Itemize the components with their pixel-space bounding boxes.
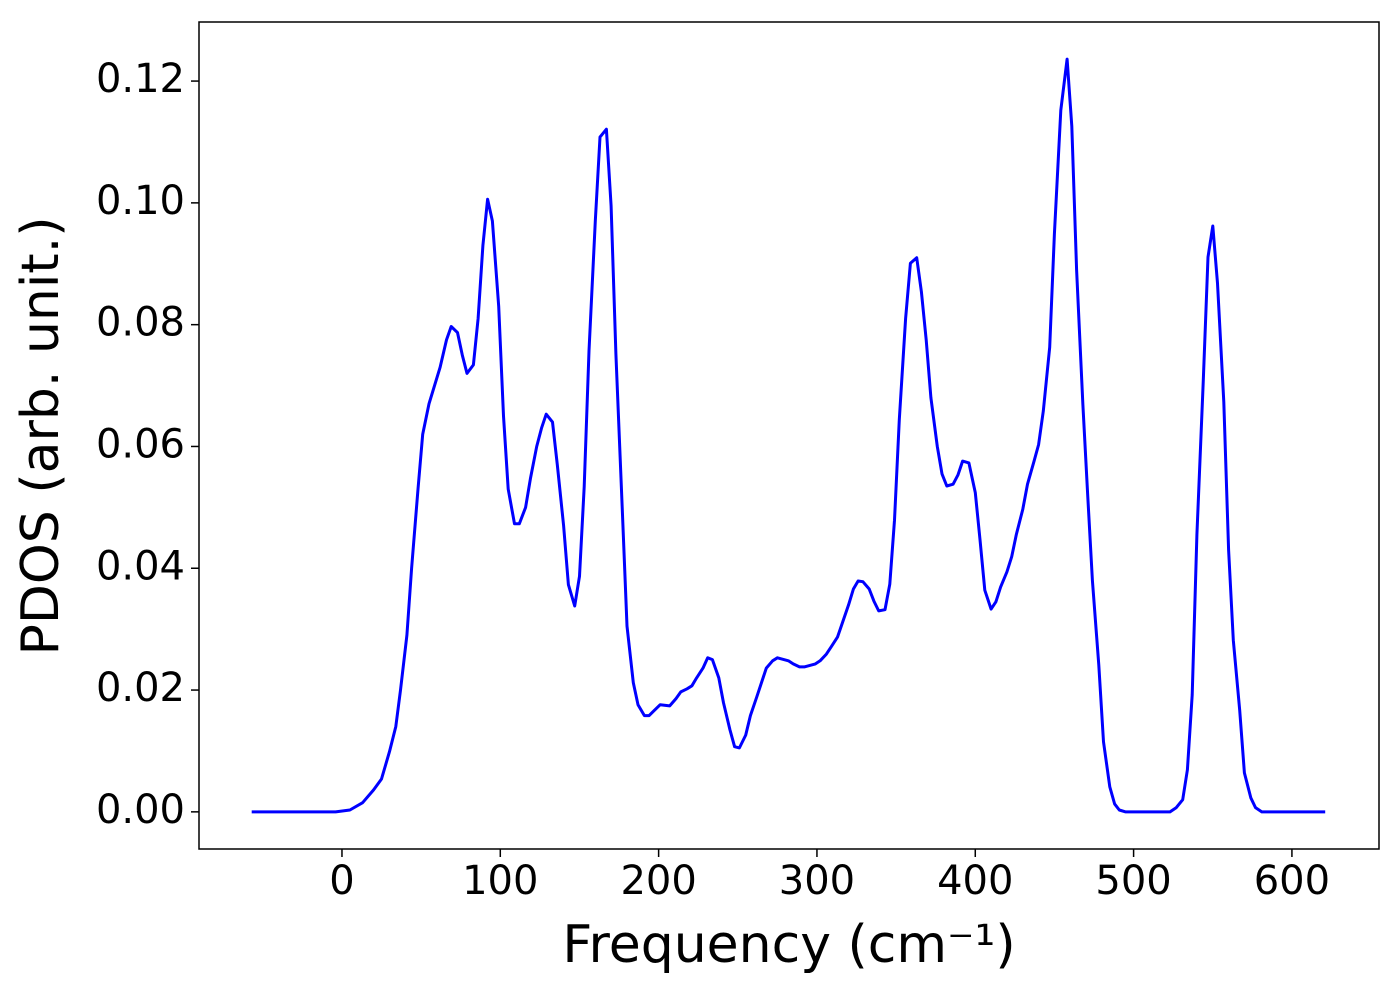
x-tick-label: 300 [779, 858, 855, 904]
x-tick-label: 500 [1095, 858, 1171, 904]
x-tick-label: 200 [620, 858, 696, 904]
x-axis-label: Frequency (cm⁻¹) [562, 915, 1015, 975]
y-axis-label: PDOS (arb. unit.) [11, 216, 71, 655]
x-tick-label: 400 [937, 858, 1013, 904]
y-tick-label: 0.10 [96, 178, 185, 224]
plot-frame [198, 21, 1380, 850]
y-tick-label: 0.04 [96, 543, 185, 589]
y-tick-label: 0.02 [96, 665, 185, 711]
y-tick-label: 0.12 [96, 56, 185, 102]
y-tick-label: 0.06 [96, 421, 185, 467]
x-tick-label: 600 [1254, 858, 1330, 904]
x-tick-label: 100 [462, 858, 538, 904]
y-tick-label: 0.08 [96, 300, 185, 346]
y-tick-label: 0.00 [96, 787, 185, 833]
data-line [251, 57, 1326, 814]
x-tick-label: 0 [329, 858, 354, 904]
